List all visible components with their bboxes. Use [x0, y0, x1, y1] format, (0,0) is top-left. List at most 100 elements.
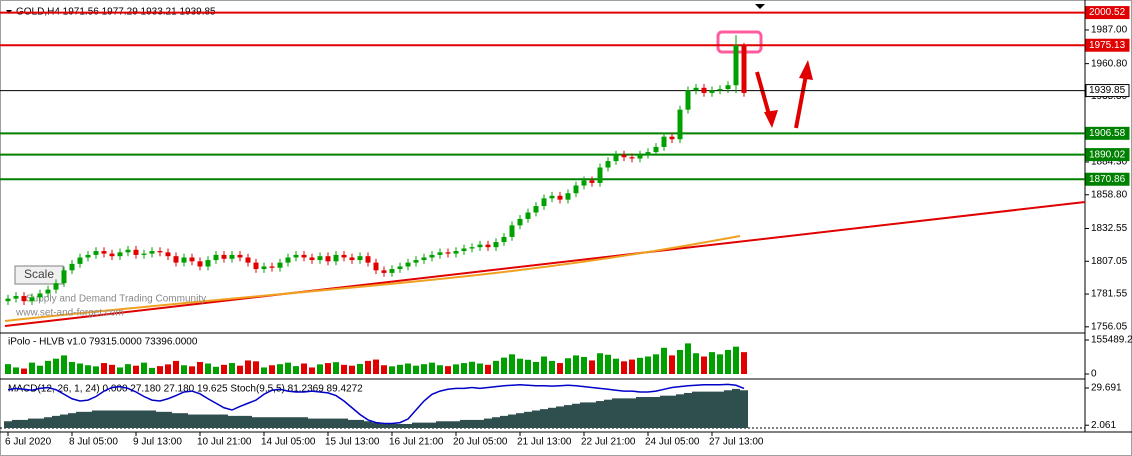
macd-bar — [244, 415, 252, 428]
volume-bar — [501, 357, 507, 374]
volume-bar — [557, 363, 563, 374]
macd-bar — [452, 421, 460, 428]
macd-bar — [100, 410, 108, 428]
watermark: Supply and Demand Trading Community — [26, 294, 206, 305]
y-tick-label: 1960.80 — [1091, 58, 1128, 69]
macd-bar — [540, 409, 548, 428]
candle-body — [229, 254, 235, 259]
macd-bar — [468, 419, 476, 428]
macd-bar — [252, 417, 260, 428]
candle-body — [173, 256, 179, 263]
macd-bar — [524, 411, 532, 428]
volume-bar — [549, 360, 555, 374]
candle-body — [493, 242, 499, 248]
macd-bar — [156, 411, 164, 428]
volume-bar — [573, 355, 579, 374]
candle-body — [109, 253, 115, 257]
volume-bar — [45, 360, 51, 374]
macd-bar — [268, 417, 276, 428]
volume-bar — [429, 362, 435, 374]
macd-bar — [276, 417, 284, 428]
volume-bar — [381, 365, 387, 374]
macd-bar — [644, 397, 652, 428]
candle-body — [525, 212, 531, 219]
macd-bar — [660, 395, 668, 428]
volume-bar — [677, 349, 683, 374]
candle-body — [733, 45, 739, 86]
volume-bar — [29, 362, 35, 374]
volume-bar — [221, 364, 227, 374]
candle-body — [589, 180, 595, 183]
candle-body — [301, 254, 307, 258]
macd-bar — [372, 422, 380, 428]
volume-bar — [701, 356, 707, 374]
candle-body — [709, 90, 715, 93]
candle-body — [365, 256, 371, 263]
macd-bar — [676, 394, 684, 428]
candle-body — [165, 252, 171, 257]
macd-bar — [124, 410, 132, 428]
macd-bar — [556, 406, 564, 428]
candle-body — [13, 296, 19, 299]
candle-body — [693, 87, 699, 91]
volume-bar — [421, 364, 427, 374]
x-tick-label: 16 Jul 21:00 — [389, 437, 444, 448]
x-tick-label: 9 Jul 13:00 — [133, 437, 182, 448]
candle-body — [245, 257, 251, 263]
macd-bar — [732, 388, 740, 428]
candle-body — [637, 154, 643, 159]
candle-body — [669, 136, 675, 140]
candle-body — [405, 262, 411, 267]
candle-body — [469, 247, 475, 249]
arrow-head — [799, 60, 813, 80]
candle-body — [541, 198, 547, 207]
macd-bar — [284, 417, 292, 428]
macd-bar — [652, 397, 660, 428]
macd-bar — [236, 415, 244, 428]
candle-body — [613, 154, 619, 162]
candle-body — [581, 180, 587, 186]
macd-bar — [36, 418, 44, 428]
macd-bar — [20, 419, 28, 428]
x-tick-label: 21 Jul 13:00 — [517, 437, 572, 448]
candle-body — [453, 251, 459, 254]
macd-bar — [332, 418, 340, 428]
volume-bar — [637, 357, 643, 374]
macd-bar — [172, 413, 180, 428]
candle-body — [197, 261, 203, 267]
macd-bar — [4, 421, 12, 428]
candle-body — [741, 45, 747, 93]
macd-bar — [380, 423, 388, 428]
volume-bar — [461, 363, 467, 374]
arrow-up — [794, 74, 808, 129]
candle-body — [381, 270, 387, 273]
volume-bar — [669, 355, 675, 374]
macd-bar — [636, 397, 644, 428]
volume-bar — [741, 352, 747, 374]
arrow-down — [755, 71, 772, 119]
level-label-box — [1085, 6, 1130, 20]
candle-body — [237, 254, 243, 258]
candle-body — [45, 289, 51, 294]
volume-bar — [645, 356, 651, 374]
level-label: 2000.52 — [1089, 7, 1126, 18]
macd-bar — [700, 391, 708, 428]
macd-bar — [412, 422, 420, 428]
volume-bar — [709, 352, 715, 374]
candle-body — [645, 152, 651, 155]
macd-bar — [684, 392, 692, 428]
volume-bar — [333, 362, 339, 374]
candle-body — [69, 263, 75, 271]
candle-body — [221, 254, 227, 259]
scale-button-label[interactable]: Scale — [24, 267, 54, 281]
volume-bar — [261, 367, 267, 374]
volume-bar — [93, 366, 99, 374]
level-label-box — [1085, 38, 1130, 52]
candle-body — [429, 254, 435, 258]
volume-bar — [389, 366, 395, 374]
candle-body — [445, 252, 451, 254]
volume-bar — [621, 361, 627, 374]
volume-bar — [53, 358, 59, 374]
macd-bar — [740, 390, 748, 428]
